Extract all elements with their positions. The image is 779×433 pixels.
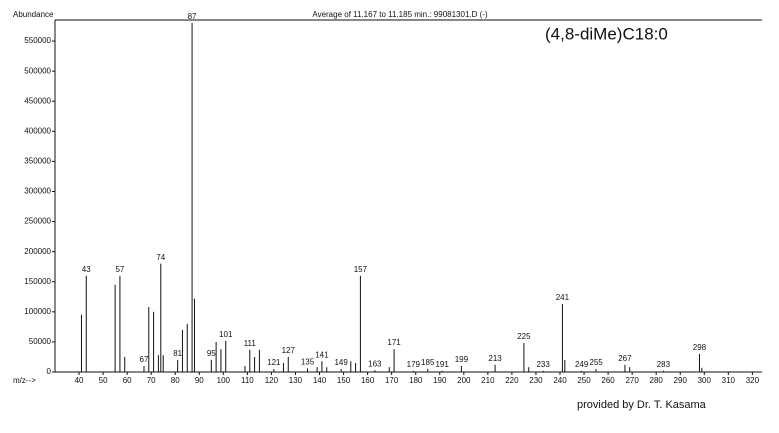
credit: provided by Dr. T. Kasama: [577, 399, 707, 411]
chart-title: Average of 11.167 to 11.185 min.: 990813…: [312, 10, 488, 19]
x-tick-label: 160: [361, 376, 375, 385]
x-tick-label: 310: [722, 376, 736, 385]
peak-label: 121: [267, 358, 281, 367]
x-tick-label: 150: [337, 376, 351, 385]
x-tick-label: 170: [385, 376, 399, 385]
x-tick-label: 290: [674, 376, 688, 385]
peak-label: 157: [354, 265, 368, 274]
peak-label: 141: [315, 350, 329, 359]
peak-label: 163: [368, 359, 382, 368]
peak-label: 213: [488, 354, 502, 363]
peak-label: 111: [244, 339, 257, 348]
x-tick-label: 180: [409, 376, 423, 385]
peak-label: 225: [517, 332, 531, 341]
x-tick-label: 50: [99, 376, 108, 385]
peak-label: 57: [115, 265, 124, 274]
x-tick-label: 210: [481, 376, 495, 385]
x-tick-label: 270: [625, 376, 639, 385]
peak-label: 283: [657, 360, 671, 369]
x-tick-label: 200: [457, 376, 471, 385]
peak-label: 127: [282, 346, 296, 355]
x-tick-label: 90: [195, 376, 204, 385]
peak-label: 298: [693, 343, 707, 352]
x-tick-label: 40: [75, 376, 84, 385]
y-tick-label: 200000: [24, 247, 51, 256]
x-tick-label: 110: [241, 376, 254, 385]
y-axis-title: Abundance: [13, 10, 54, 19]
peak-label: 255: [589, 358, 603, 367]
peak-label: 199: [455, 355, 469, 364]
peak-label: 267: [618, 354, 632, 363]
y-tick-label: 0: [47, 367, 52, 376]
x-tick-label: 220: [505, 376, 519, 385]
y-tick-label: 250000: [24, 217, 51, 226]
y-tick-label: 300000: [24, 187, 51, 196]
x-tick-label: 190: [433, 376, 447, 385]
y-tick-label: 450000: [24, 96, 51, 105]
x-tick-label: 60: [123, 376, 132, 385]
peak-label: 241: [556, 293, 570, 302]
peak-label: 67: [140, 355, 149, 364]
x-tick-label: 240: [553, 376, 567, 385]
peak-label: 171: [387, 338, 401, 347]
annotation: (4,8-diMe)C18:0: [545, 24, 668, 43]
peak-label: 101: [219, 330, 233, 339]
x-tick-label: 280: [650, 376, 664, 385]
x-tick-label: 260: [601, 376, 615, 385]
x-tick-label: 120: [265, 376, 279, 385]
x-tick-label: 100: [217, 376, 231, 385]
peak-label: 191: [435, 360, 449, 369]
x-tick-label: 250: [577, 376, 591, 385]
peak-label: 95: [207, 349, 216, 358]
x-axis-title: m/z-->: [13, 376, 36, 385]
peak-label: 87: [188, 12, 197, 21]
x-tick-label: 300: [698, 376, 712, 385]
y-tick-label: 350000: [24, 157, 51, 166]
peak-label: 233: [536, 360, 550, 369]
peak-label: 43: [82, 265, 91, 274]
peak-label: 185: [421, 358, 435, 367]
y-tick-label: 100000: [24, 307, 51, 316]
peak-label: 249: [575, 360, 589, 369]
x-tick-label: 130: [289, 376, 303, 385]
y-tick-label: 50000: [29, 337, 52, 346]
y-tick-label: 550000: [24, 36, 51, 45]
peak-label: 149: [334, 358, 348, 367]
peak-label: 74: [156, 253, 165, 262]
x-tick-label: 70: [147, 376, 156, 385]
y-tick-label: 500000: [24, 66, 51, 75]
x-tick-label: 140: [313, 376, 327, 385]
peak-label: 81: [173, 349, 182, 358]
peak-label: 135: [301, 357, 315, 366]
y-tick-label: 400000: [24, 126, 51, 135]
x-tick-label: 230: [529, 376, 543, 385]
x-tick-label: 320: [746, 376, 760, 385]
peak-label: 179: [407, 360, 421, 369]
x-tick-label: 80: [171, 376, 180, 385]
y-tick-label: 150000: [24, 277, 51, 286]
